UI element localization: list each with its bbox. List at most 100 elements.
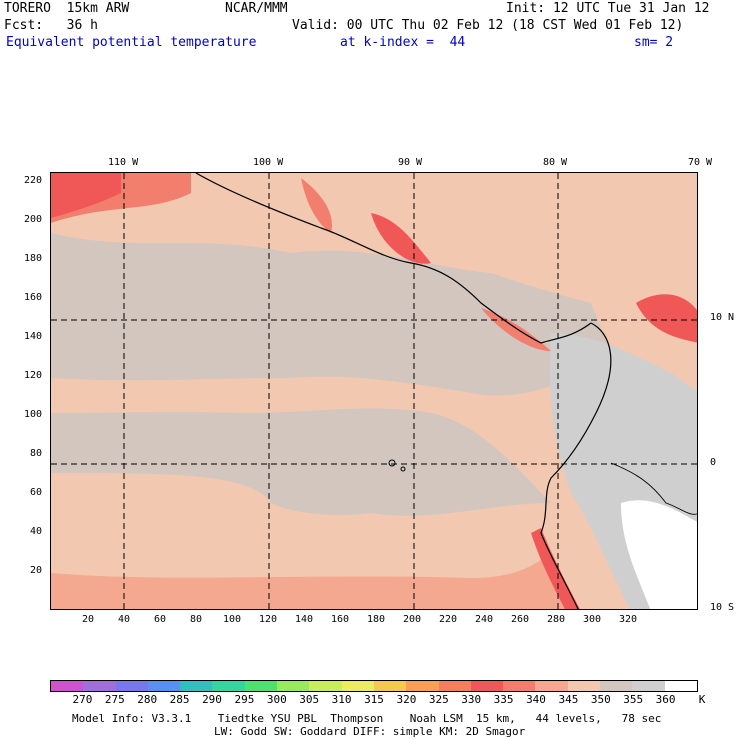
y-tick-120: 120	[24, 370, 43, 381]
warm-band-south	[51, 553, 571, 609]
y-tick-20: 20	[30, 565, 43, 576]
south-america-border	[610, 462, 697, 515]
colorbar-swatch	[438, 681, 471, 691]
x-tick-60: 60	[154, 614, 167, 625]
x-tick-120: 120	[259, 614, 278, 625]
lon-label-90w: 90 W	[398, 157, 423, 168]
x-tick-280: 280	[547, 614, 566, 625]
colorbar-label: 340	[526, 693, 546, 706]
warm-patch-mexico	[301, 178, 332, 233]
colorbar-swatch	[600, 681, 633, 691]
colorbar-swatch	[632, 681, 665, 691]
y-tick-60: 60	[30, 487, 43, 498]
model-info-line: Model Info: V3.3.1 Tiedtke YSU PBL Thomp…	[72, 712, 662, 725]
x-tick-180: 180	[367, 614, 386, 625]
gray-band-mid	[51, 408, 551, 516]
lon-label-80w: 80 W	[543, 157, 568, 168]
y-tick-180: 180	[24, 253, 43, 264]
colorbar-swatch	[244, 681, 278, 691]
colorbar-swatch	[341, 681, 374, 691]
lat-label-10s: 10 S	[710, 602, 735, 613]
colorbar-swatch	[470, 681, 504, 691]
south-america-coastline	[540, 322, 612, 609]
colorbar-swatch	[115, 681, 148, 691]
white-highlands	[621, 500, 697, 609]
lat-label-0: 0	[710, 457, 717, 468]
level-info: at k-index = 44	[340, 35, 466, 50]
physics-info-line: LW: Godd SW: Goddard DIFF: simple KM: 2D…	[214, 725, 526, 738]
colorbar-unit: K	[698, 693, 706, 706]
hot-patch-guatemala	[371, 213, 431, 264]
x-tick-80: 80	[190, 614, 203, 625]
hot-patch-northwest	[51, 173, 121, 218]
y-tick-100: 100	[24, 409, 43, 420]
graticule	[51, 173, 697, 609]
model-name: TORERO 15km ARW	[4, 1, 130, 16]
center-name: NCAR/MMM	[225, 1, 288, 16]
galapagos-islands	[388, 459, 406, 472]
colorbar-label: 325	[428, 693, 449, 706]
valid-time: Valid: 00 UTC Thu 02 Feb 12 (18 CST Wed …	[292, 18, 684, 33]
field-name: Equivalent potential temperature	[6, 35, 257, 50]
colorbar-swatch	[147, 681, 181, 691]
colorbar-swatch	[277, 681, 310, 691]
x-tick-40: 40	[118, 614, 131, 625]
colorbar-swatch	[212, 681, 245, 691]
lon-label-100w: 100 W	[253, 157, 284, 168]
colorbar-swatch	[503, 681, 536, 691]
colorbar-label: 355	[623, 693, 644, 706]
colorbar-swatch	[309, 681, 342, 691]
y-tick-40: 40	[30, 526, 43, 537]
warm-patch-costa-rica	[481, 308, 551, 351]
colorbar-swatch	[406, 681, 439, 691]
smoothing-info: sm= 2	[634, 35, 674, 50]
theta-e-map	[51, 173, 697, 609]
colorbar-label: 285	[169, 693, 190, 706]
colorbar-swatch	[373, 681, 407, 691]
x-tick-160: 160	[331, 614, 350, 625]
y-tick-160: 160	[24, 292, 43, 303]
colorbar-label: 300	[266, 693, 287, 706]
gray-band-north	[51, 233, 611, 396]
hot-patch-colombia	[636, 294, 697, 343]
x-tick-320: 320	[619, 614, 638, 625]
colorbar-label: 305	[299, 693, 320, 706]
colorbar-label: 295	[234, 693, 255, 706]
colorbar-label: 330	[461, 693, 482, 706]
init-time: Init: 12 UTC Tue 31 Jan 12	[506, 1, 710, 16]
colorbar-swatch	[51, 681, 84, 691]
x-tick-220: 220	[439, 614, 458, 625]
colorbar-label: 320	[396, 693, 417, 706]
colorbar-label: 310	[331, 693, 352, 706]
colorbar-label: 360	[655, 693, 676, 706]
colorbar-swatch	[535, 681, 568, 691]
colorbar-label: 345	[558, 693, 579, 706]
colorbar-label: 335	[493, 693, 514, 706]
x-tick-260: 260	[511, 614, 530, 625]
colorbar-label: 275	[104, 693, 125, 706]
x-tick-300: 300	[583, 614, 602, 625]
colorbar-swatch	[83, 681, 116, 691]
central-america-coastline	[195, 173, 592, 344]
colorbar-label: 315	[364, 693, 384, 706]
colorbar-label: 290	[202, 693, 222, 706]
x-tick-140: 140	[295, 614, 314, 625]
colorbar	[50, 680, 698, 692]
y-tick-200: 200	[24, 214, 43, 225]
lon-label-110w: 110 W	[108, 157, 139, 168]
colorbar-label: 350	[590, 693, 611, 706]
lat-label-10n: 10 N	[710, 312, 735, 323]
y-tick-80: 80	[30, 448, 43, 459]
x-tick-100: 100	[223, 614, 242, 625]
forecast-hour: Fcst: 36 h	[4, 18, 98, 33]
colorbar-swatch	[180, 681, 213, 691]
x-tick-240: 240	[475, 614, 494, 625]
colorbar-label: 270	[72, 693, 93, 706]
y-tick-220: 220	[24, 175, 43, 186]
lon-label-70w: 70 W	[688, 157, 713, 168]
colorbar-label: 280	[137, 693, 158, 706]
x-tick-200: 200	[403, 614, 422, 625]
map-panel	[50, 172, 698, 610]
y-tick-140: 140	[24, 331, 43, 342]
colorbar-swatch	[567, 681, 601, 691]
